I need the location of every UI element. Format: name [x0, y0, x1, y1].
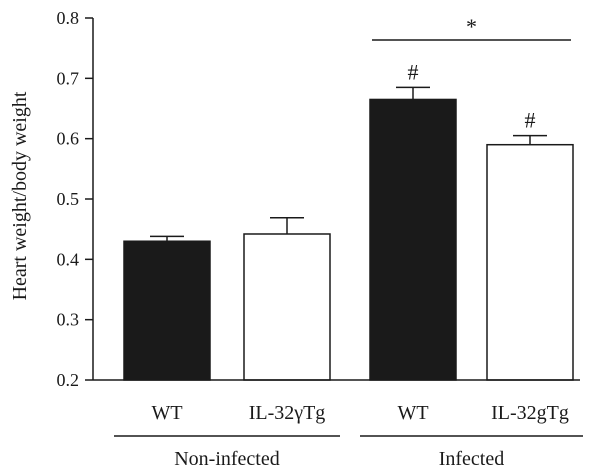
x-tick-label: IL-32γTg: [249, 402, 326, 424]
y-tick-label: 0.6: [57, 129, 80, 149]
significance-marker: #: [525, 108, 536, 133]
annotations: # # *: [372, 14, 571, 133]
y-tick-label: 0.4: [57, 249, 80, 269]
bar: [243, 233, 331, 381]
bar: [369, 98, 457, 381]
significance-marker: #: [408, 59, 419, 84]
group-label: Non-infected: [174, 448, 280, 470]
x-axis: WT IL-32γTg WT IL-32gTg Non-infected Infected: [93, 379, 583, 470]
group-label: Infected: [439, 448, 505, 470]
y-axis: 0.2 0.3 0.4 0.5 0.6 0.7 0.8: [57, 8, 94, 390]
y-tick-label: 0.5: [57, 189, 80, 209]
y-axis-label: Heart weight/body weight: [9, 91, 31, 300]
y-tick-label: 0.8: [57, 8, 80, 28]
y-tick-label: 0.2: [57, 370, 80, 390]
x-tick-label: WT: [151, 402, 182, 424]
bar: [123, 240, 211, 381]
x-tick-label: IL-32gTg: [491, 402, 569, 424]
bar: [486, 143, 574, 381]
y-tick-label: 0.3: [57, 310, 80, 330]
y-tick-label: 0.7: [57, 68, 80, 88]
x-tick-label: WT: [397, 402, 428, 424]
significance-star: *: [466, 14, 477, 39]
bars: [123, 86, 574, 381]
